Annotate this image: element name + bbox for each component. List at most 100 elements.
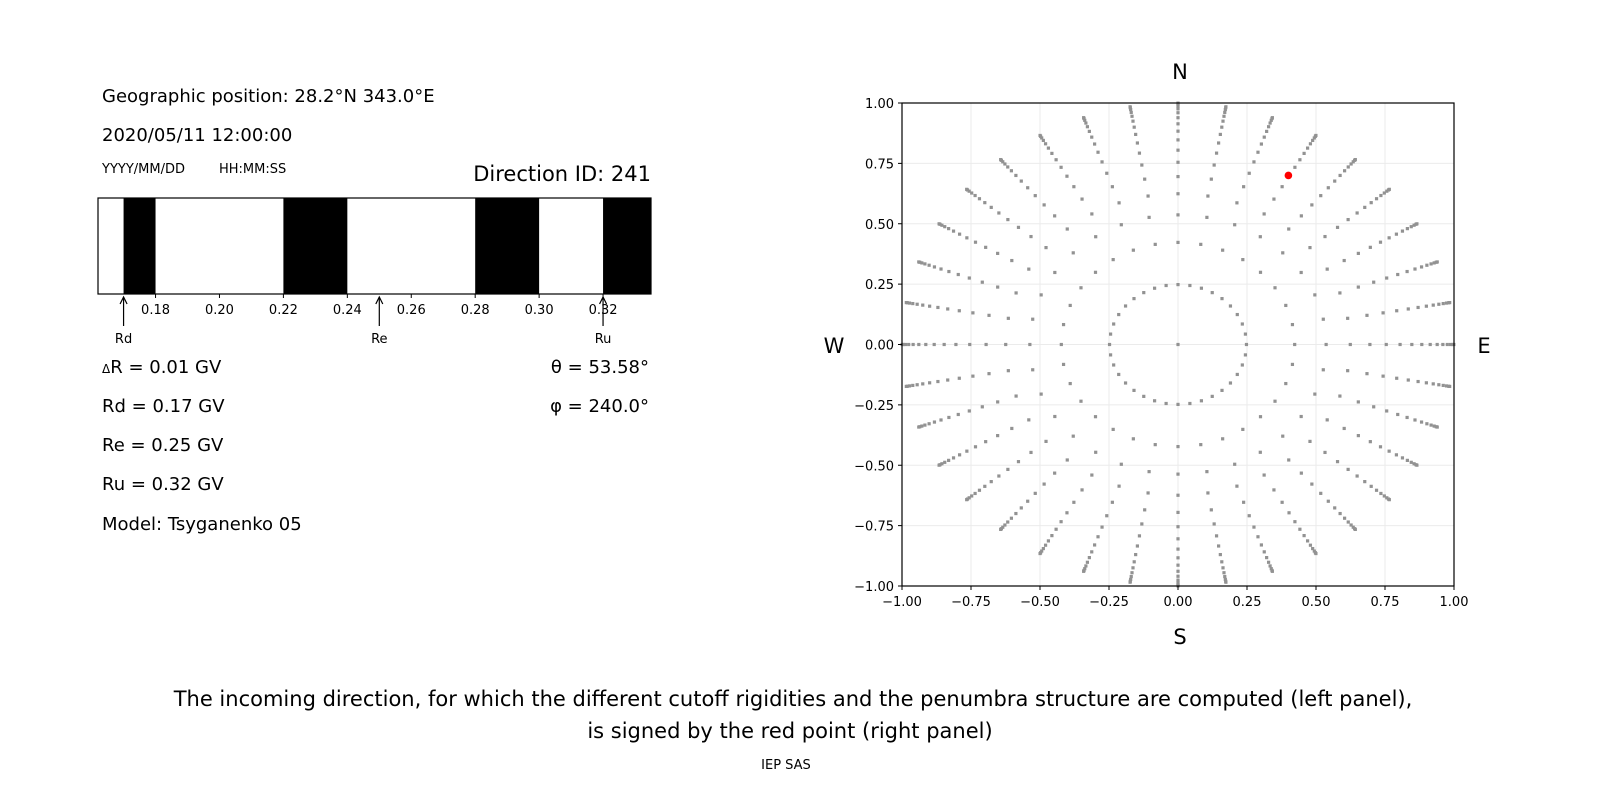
direction-point [1176, 138, 1180, 142]
direction-point [1356, 251, 1360, 255]
direction-point [1033, 194, 1037, 198]
direction-point [1308, 246, 1312, 250]
direction-point [939, 267, 943, 271]
direction-point [907, 384, 912, 388]
caption-line-1: The incoming direction, for which the di… [173, 687, 1413, 711]
direction-point [1027, 418, 1031, 422]
direction-point [1140, 163, 1144, 167]
direction-point [911, 383, 915, 388]
direction-point [1405, 227, 1409, 231]
direction-point [983, 484, 987, 488]
direction-point [1424, 381, 1428, 385]
direction-point [1222, 114, 1226, 118]
direction-point [1006, 369, 1010, 373]
direction-point [1176, 111, 1180, 115]
direction-point [1061, 322, 1066, 327]
direction-point [1147, 215, 1151, 219]
direction-point [1094, 450, 1098, 454]
direction-point [1252, 160, 1256, 164]
direction-point [1444, 301, 1449, 305]
direction-point [1205, 215, 1209, 219]
direction-point [1355, 211, 1359, 215]
direction-point [971, 311, 975, 315]
direction-point [1435, 260, 1439, 264]
direction-point [1083, 118, 1087, 122]
direction-point [1381, 311, 1385, 315]
direction-point [1381, 374, 1385, 378]
direction-point [1142, 291, 1146, 295]
direction-point [1247, 514, 1251, 518]
direction-point [1425, 263, 1429, 267]
direction-point [1176, 148, 1180, 152]
direction-point [1105, 514, 1109, 518]
direction-point [967, 496, 971, 500]
direction-point [1395, 309, 1399, 313]
direction-point [1428, 342, 1432, 347]
direction-point [1243, 332, 1248, 336]
delta-symbol: Δ [102, 362, 111, 376]
direction-point [911, 342, 915, 347]
direction-point [1137, 151, 1142, 155]
direction-point [1188, 283, 1192, 288]
rd-value: Rd = 0.17 GV [102, 396, 225, 417]
direction-point [915, 383, 919, 387]
tick-label: 0.24 [333, 303, 362, 318]
direction-point [1053, 214, 1057, 218]
direction-point [997, 211, 1001, 215]
direction-point [1290, 322, 1295, 327]
direction-point [1242, 500, 1246, 504]
x-tick-label: 0.25 [1233, 595, 1262, 610]
direction-point [1142, 394, 1146, 398]
direction-point [1132, 388, 1136, 392]
direction-point [917, 342, 921, 347]
direction-point [1039, 392, 1043, 396]
direction-point [920, 424, 924, 428]
direction-point [1217, 544, 1221, 548]
direction-point [1356, 434, 1360, 438]
direction-point [1176, 563, 1180, 567]
direction-point [1223, 110, 1227, 115]
direction-point [1176, 402, 1180, 407]
direction-point [1372, 280, 1376, 284]
direction-point [1325, 418, 1329, 422]
direction-point [1040, 136, 1044, 140]
direction-point [1299, 214, 1303, 218]
direction-point [957, 309, 961, 313]
direction-point [1284, 381, 1288, 386]
direction-point [954, 342, 958, 347]
direction-point [965, 449, 969, 453]
x-tick-label: 0.50 [1302, 595, 1331, 610]
direction-point [1085, 125, 1090, 129]
direction-point [943, 225, 947, 229]
direction-point [1431, 303, 1435, 307]
direction-point [1044, 246, 1048, 250]
direction-point [924, 342, 928, 347]
direction-point [1270, 569, 1274, 573]
direction-point [1396, 412, 1400, 417]
direction-point [1258, 415, 1263, 419]
direction-point [932, 265, 937, 269]
direction-point [1111, 427, 1115, 431]
direction-point [996, 434, 1000, 438]
direction-point [907, 342, 911, 347]
direction-point [1090, 473, 1094, 477]
direction-point [928, 304, 932, 308]
direction-point [1413, 267, 1417, 271]
direction-point [1396, 272, 1400, 277]
direction-point [1369, 484, 1373, 488]
direction-point [1349, 523, 1353, 527]
direction-point [1083, 567, 1087, 571]
direction-point [1272, 488, 1276, 492]
compass-north: N [1172, 60, 1188, 84]
direction-point [1273, 286, 1277, 290]
direction-point [911, 301, 915, 306]
direction-point [1293, 165, 1297, 169]
direction-point [1176, 569, 1180, 573]
direction-point [1346, 217, 1350, 222]
direction-point [1400, 229, 1405, 233]
direction-point [1394, 453, 1399, 457]
direction-point [1258, 235, 1262, 239]
marker-label: Rd [115, 332, 132, 347]
direction-point [1325, 267, 1329, 271]
